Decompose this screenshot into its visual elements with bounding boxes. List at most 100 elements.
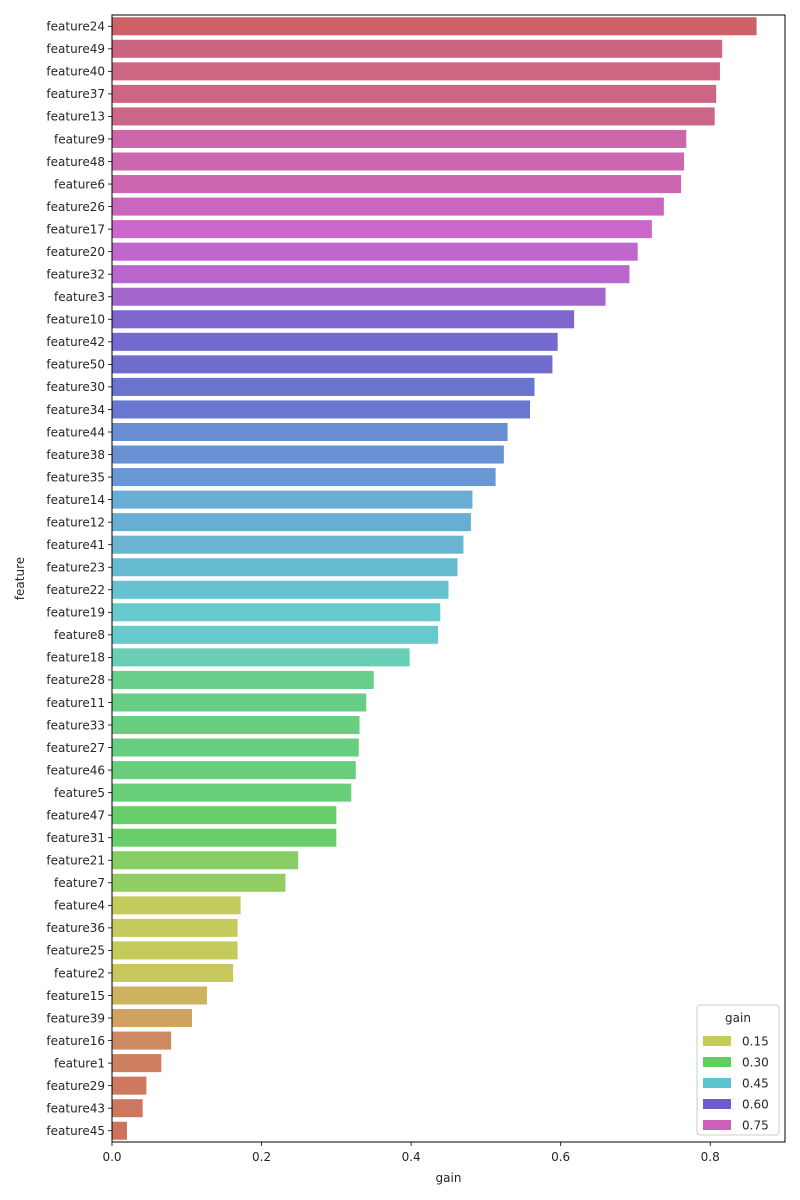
y-tick-label: feature37 — [46, 87, 105, 101]
y-tick-label: feature19 — [46, 606, 105, 620]
bar-feature8 — [112, 625, 439, 644]
y-tick-label: feature4 — [54, 899, 105, 913]
bar-feature40 — [112, 62, 720, 81]
y-tick-label: feature34 — [46, 403, 105, 417]
y-tick-label: feature48 — [46, 155, 105, 169]
y-tick-label: feature25 — [46, 944, 105, 958]
bar-feature2 — [112, 963, 234, 982]
y-tick-label: feature29 — [46, 1079, 105, 1093]
y-tick-label: feature44 — [46, 425, 105, 439]
bar-feature10 — [112, 310, 575, 329]
bar-feature15 — [112, 986, 207, 1005]
y-tick-label: feature8 — [54, 628, 105, 642]
y-tick-label: feature13 — [46, 110, 105, 124]
bar-feature9 — [112, 129, 687, 148]
legend-swatch — [703, 1036, 731, 1046]
bar-feature41 — [112, 535, 464, 554]
bar-feature6 — [112, 175, 682, 194]
y-tick-label: feature33 — [46, 718, 105, 732]
x-tick-label: 0.6 — [551, 1150, 570, 1164]
y-tick-label: feature2 — [54, 966, 105, 980]
legend-label: 0.15 — [742, 1035, 769, 1049]
bar-feature35 — [112, 468, 496, 487]
y-tick-label: feature43 — [46, 1101, 105, 1115]
bar-feature43 — [112, 1099, 143, 1118]
y-tick-label: feature50 — [46, 358, 105, 372]
y-tick-label: feature1 — [54, 1056, 105, 1070]
x-tick-label: 0.8 — [701, 1150, 720, 1164]
y-tick-label: feature10 — [46, 313, 105, 327]
y-tick-label: feature16 — [46, 1034, 105, 1048]
bar-feature50 — [112, 355, 553, 374]
x-tick-label: 0.4 — [402, 1150, 421, 1164]
y-tick-label: feature12 — [46, 515, 105, 529]
bar-feature36 — [112, 918, 238, 937]
y-tick-label: feature17 — [46, 222, 105, 236]
y-tick-label: feature18 — [46, 651, 105, 665]
bar-feature17 — [112, 220, 652, 239]
x-tick-label: 0.2 — [252, 1150, 271, 1164]
x-tick-label: 0.0 — [102, 1150, 121, 1164]
bar-feature14 — [112, 490, 473, 509]
bar-feature3 — [112, 287, 606, 306]
bar-feature11 — [112, 693, 367, 712]
y-tick-label: feature14 — [46, 493, 105, 507]
bar-feature19 — [112, 603, 441, 622]
legend: gain 0.15 0.30 0.45 0.60 0.75 — [696, 1004, 780, 1136]
bar-feature28 — [112, 670, 374, 689]
y-tick-label: feature27 — [46, 741, 105, 755]
legend-label: 0.30 — [742, 1056, 769, 1070]
y-tick-label: feature35 — [46, 470, 105, 484]
y-tick-label: feature32 — [46, 268, 105, 282]
bar-feature37 — [112, 84, 717, 103]
y-tick-label: feature42 — [46, 335, 105, 349]
y-tick-label: feature40 — [46, 65, 105, 79]
bar-feature47 — [112, 806, 337, 825]
y-tick-label: feature5 — [54, 786, 105, 800]
legend-title: gain — [725, 1011, 751, 1025]
bar-feature7 — [112, 873, 286, 892]
bar-feature44 — [112, 422, 508, 442]
y-tick-labels: feature24 feature49 feature40 feature37 feat… — [46, 20, 112, 1138]
bar-feature38 — [112, 445, 504, 464]
bar-feature46 — [112, 761, 356, 780]
y-tick-label: feature11 — [46, 696, 105, 710]
y-tick-label: feature7 — [54, 876, 105, 890]
bar-feature48 — [112, 152, 685, 171]
y-tick-label: feature3 — [54, 290, 105, 304]
y-tick-label: feature31 — [46, 831, 105, 845]
y-tick-label: feature47 — [46, 808, 105, 822]
bar-feature4 — [112, 896, 241, 915]
legend-swatch — [703, 1078, 731, 1088]
legend-swatch — [703, 1120, 731, 1130]
legend-label: 0.45 — [742, 1077, 769, 1091]
legend-label: 0.75 — [742, 1119, 769, 1133]
y-tick-label: feature45 — [46, 1124, 105, 1138]
x-axis-title: gain — [436, 1171, 462, 1185]
bar-feature30 — [112, 377, 535, 396]
bar-feature1 — [112, 1054, 162, 1073]
y-tick-label: feature46 — [46, 763, 105, 777]
y-tick-label: feature6 — [54, 177, 105, 191]
y-tick-label: feature28 — [46, 673, 105, 687]
y-tick-label: feature24 — [46, 20, 105, 34]
bar-feature34 — [112, 400, 531, 419]
y-tick-label: feature21 — [46, 854, 105, 868]
bar-feature33 — [112, 715, 360, 735]
bar-feature22 — [112, 580, 449, 599]
y-tick-label: feature38 — [46, 448, 105, 462]
bar-feature23 — [112, 558, 458, 577]
bar-feature20 — [112, 242, 638, 261]
bar-feature12 — [112, 513, 471, 532]
legend-entries: 0.15 0.30 0.45 0.60 0.75 — [703, 1035, 769, 1133]
bar-feature25 — [112, 941, 238, 960]
legend-swatch — [703, 1099, 731, 1109]
plot-frame — [111, 14, 786, 1143]
y-tick-label: feature9 — [54, 132, 105, 146]
bar-feature24 — [112, 17, 757, 36]
legend-swatch — [703, 1057, 731, 1067]
bar-feature32 — [112, 265, 630, 284]
y-tick-label: feature22 — [46, 583, 105, 597]
bar-feature13 — [112, 107, 715, 126]
